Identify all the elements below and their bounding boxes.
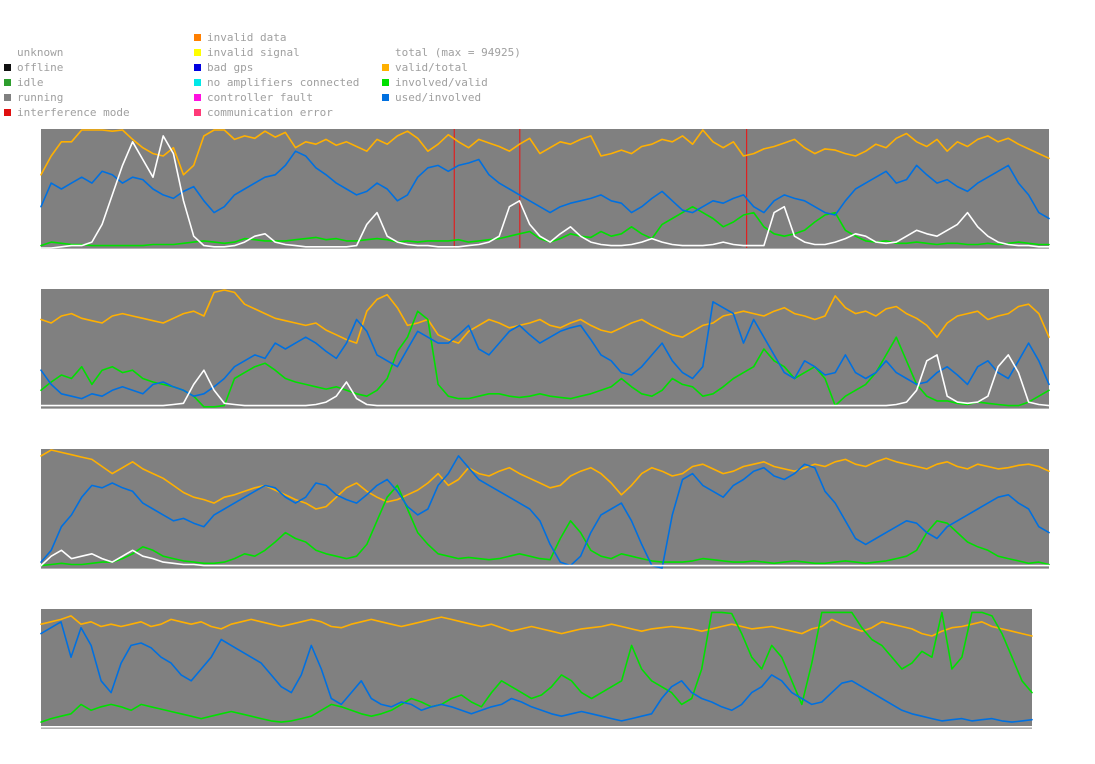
series-line-valid-total — [40, 129, 1050, 176]
legend-swatch — [194, 94, 201, 101]
series-line-used-involved — [40, 150, 1050, 220]
series-line-involved-valid — [40, 484, 1050, 567]
series-line-total — [40, 135, 1050, 249]
series-line-used-involved — [40, 455, 1050, 569]
legend-swatch — [382, 49, 389, 56]
series-line-valid-total — [40, 289, 1050, 344]
plot-area — [41, 129, 1049, 248]
legend-swatch — [382, 94, 389, 101]
series-line-used-involved — [40, 621, 1033, 723]
legend-swatch — [194, 49, 201, 56]
series-line-used-involved — [40, 301, 1050, 400]
series-line-total — [40, 354, 1050, 407]
plot-area — [41, 609, 1032, 728]
chart-panel-2 — [40, 289, 1050, 409]
legend-swatch — [194, 79, 201, 86]
legend-swatch — [4, 49, 11, 56]
legend-swatch — [4, 79, 11, 86]
legend: unknown offline idle running interferenc… — [0, 0, 1095, 125]
series-line-involved-valid — [40, 205, 1050, 247]
legend-swatch — [194, 64, 201, 71]
legend-swatch — [382, 64, 389, 71]
plot-area — [41, 449, 1049, 568]
series-line-valid-total — [40, 449, 1050, 510]
legend-swatch — [194, 109, 201, 116]
legend-swatch — [382, 79, 389, 86]
plot-area — [41, 289, 1049, 408]
legend-swatch — [4, 94, 11, 101]
series-line-total — [40, 549, 1050, 567]
chart-panel-4 — [40, 609, 1033, 729]
chart-panel-3 — [40, 449, 1050, 569]
legend-swatch — [194, 34, 201, 41]
series-line-valid-total — [40, 615, 1033, 637]
chart-panel-1 — [40, 129, 1050, 249]
series-line-involved-valid — [40, 611, 1033, 723]
legend-swatch — [4, 64, 11, 71]
legend-swatch — [4, 109, 11, 116]
series-line-involved-valid — [40, 310, 1050, 408]
